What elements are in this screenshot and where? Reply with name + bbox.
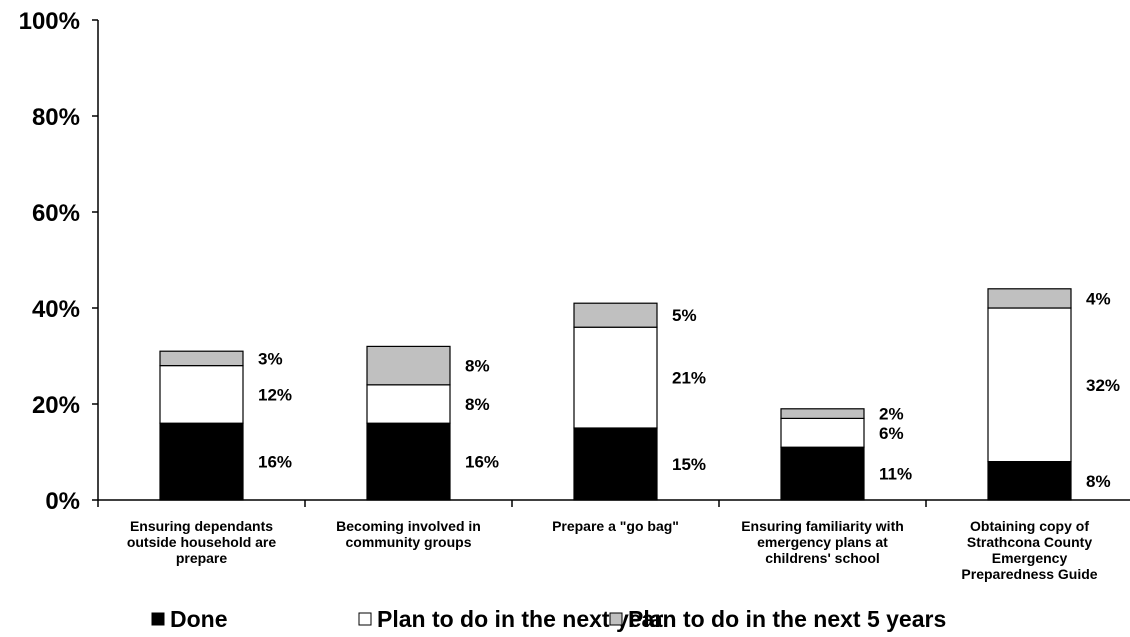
bar-segment	[159, 422, 244, 501]
data-label: 16%	[258, 453, 292, 472]
data-label: 12%	[258, 385, 292, 404]
bar-segment	[780, 408, 865, 419]
y-tick-label: 40%	[32, 296, 80, 323]
category-label: childrens' school	[765, 550, 880, 566]
category-label: Becoming involved in	[336, 518, 481, 534]
data-label: 8%	[465, 357, 490, 376]
data-label: 6%	[879, 424, 904, 443]
legend-swatch	[151, 612, 165, 626]
legend-label: Done	[170, 606, 228, 632]
legend-swatch	[609, 612, 623, 626]
y-tick-label: 80%	[32, 104, 80, 131]
data-label: 3%	[258, 349, 283, 368]
category-label: prepare	[176, 550, 228, 566]
data-label: 5%	[672, 306, 697, 325]
y-tick-label: 20%	[32, 392, 80, 419]
category-label: Emergency	[992, 550, 1068, 566]
bar-segment	[780, 417, 865, 448]
data-label: 4%	[1086, 289, 1111, 308]
category-label: Ensuring familiarity with	[741, 518, 904, 534]
data-label: 8%	[1086, 472, 1111, 491]
y-tick-label: 60%	[32, 200, 80, 227]
category-label: Preparedness Guide	[961, 566, 1097, 582]
category-label: community groups	[345, 534, 471, 550]
bar-segment	[573, 302, 658, 328]
bar-segment	[159, 365, 244, 424]
bar-segment	[366, 384, 451, 424]
bar-segment	[987, 288, 1072, 309]
category-label: outside household are	[127, 534, 277, 550]
axes: 0% 20% 40% 60% 80% 100%	[19, 8, 1130, 515]
data-label: 11%	[879, 465, 912, 484]
data-labels: 16% 12% 3% 16% 8% 8% 15% 21% 5% 11% 6%2% 8% 32% 4%	[258, 289, 1120, 490]
bar-segment	[573, 427, 658, 501]
data-label: 8%	[465, 395, 490, 414]
data-label: 2%	[879, 405, 904, 424]
category-label: Strathcona County	[967, 534, 1092, 550]
legend-label: Plan to do in the next 5 years	[628, 606, 946, 632]
bar-segment	[987, 461, 1072, 501]
category-label: emergency plans at	[757, 534, 888, 550]
bar-segment	[987, 307, 1072, 463]
data-label: 15%	[672, 455, 706, 474]
category-label: Prepare a "go bag"	[552, 518, 679, 534]
legend-swatch	[358, 612, 372, 626]
data-label: 16%	[465, 453, 499, 472]
bar-segment	[159, 350, 244, 367]
category-label: Ensuring dependants	[130, 518, 273, 534]
bars	[159, 288, 1072, 501]
bar-segment	[366, 345, 451, 386]
data-label: 32%	[1086, 376, 1120, 395]
y-tick-label: 100%	[19, 8, 80, 35]
bar-segment	[573, 326, 658, 429]
category-label: Obtaining copy of	[970, 518, 1089, 534]
data-label: 21%	[672, 369, 706, 388]
y-tick-label: 0%	[45, 488, 80, 515]
bar-segment	[366, 422, 451, 501]
bar-segment	[780, 446, 865, 501]
